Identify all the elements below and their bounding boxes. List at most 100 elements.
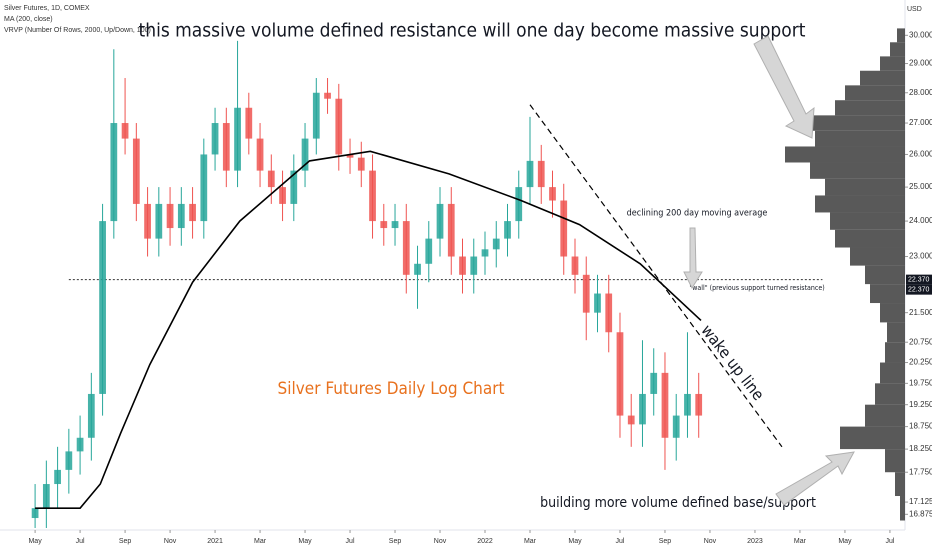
y-tick-label: 18.250: [909, 444, 932, 453]
volume-bar: [825, 178, 905, 196]
volume-bar: [885, 342, 905, 363]
volume-bar: [865, 404, 905, 427]
volume-bar: [785, 146, 905, 163]
candle-body: [616, 332, 624, 416]
candle-body: [661, 372, 669, 438]
price-label: 22.370: [908, 276, 930, 283]
candle-body: [267, 170, 275, 188]
legend-line: MA (200, close): [4, 16, 53, 23]
candle-body: [560, 200, 568, 257]
volume-bar: [895, 472, 905, 497]
candle-body: [627, 415, 635, 425]
candle-body: [312, 92, 320, 139]
candle-body: [549, 187, 556, 201]
candle-body: [31, 508, 39, 519]
candle-body: [166, 203, 174, 229]
candle-body: [177, 203, 185, 229]
candle-body: [391, 221, 399, 229]
candle-body: [279, 187, 286, 204]
volume-bar: [885, 449, 905, 473]
candle-body: [245, 107, 253, 139]
candle-body: [515, 187, 523, 222]
y-tick-label: 30.000: [909, 30, 932, 39]
legend-line: Silver Futures, 1D, COMEX: [4, 5, 90, 12]
candle-body: [380, 221, 388, 229]
annotation: this massive volume defined resistance w…: [139, 20, 806, 42]
y-tick-label: 20.250: [909, 358, 932, 367]
x-tick-label: Jul: [346, 538, 355, 545]
x-tick-label: Jul: [76, 538, 85, 545]
candle-body: [605, 293, 613, 333]
volume-bar: [900, 496, 905, 521]
candle-body: [684, 393, 691, 416]
candle-body: [290, 170, 298, 204]
arrow: [683, 227, 703, 290]
x-tick-label: Sep: [659, 538, 672, 545]
volume-bar: [835, 229, 905, 248]
volume-bar: [850, 247, 905, 266]
annotation: building more volume defined base/suppor…: [540, 495, 816, 511]
candle-body: [132, 138, 140, 204]
volume-bar: [870, 284, 905, 304]
volume-bar: [815, 195, 905, 213]
volume-bar: [880, 362, 905, 384]
volume-bar: [880, 56, 905, 71]
x-tick-label: Mar: [254, 538, 267, 545]
candle-body: [650, 372, 658, 394]
candle-body: [639, 393, 646, 425]
x-tick-label: Mar: [794, 538, 807, 545]
y-tick-label: 18.750: [909, 422, 932, 431]
candle-body: [504, 221, 511, 239]
x-tick-label: Mar: [524, 538, 537, 545]
y-tick-label: 28.000: [909, 88, 932, 97]
candle-body: [222, 123, 230, 171]
candle-body: [571, 256, 579, 275]
annotation: "wall" (previous support turned resistan…: [689, 284, 824, 292]
y-tick-label: 27.000: [909, 118, 932, 127]
y-tick-label: 23.000: [909, 252, 932, 261]
candle-body: [324, 92, 331, 99]
x-tick-label: Sep: [389, 538, 402, 545]
arrow: [753, 35, 815, 139]
candle-body: [346, 154, 354, 158]
volume-bar: [880, 303, 905, 323]
candle-body: [582, 274, 590, 313]
candle-body: [492, 238, 500, 250]
x-tick-label: 2023: [747, 538, 763, 545]
price-label-box: [906, 284, 932, 295]
candle-body: [144, 203, 151, 239]
candle-body: [470, 256, 478, 275]
volume-bar: [887, 322, 905, 343]
x-tick-label: Nov: [164, 538, 177, 545]
y-tick-label: 24.000: [909, 216, 932, 225]
legend-line: VRVP (Number Of Rows, 2000, Up/Down, 100…: [4, 27, 151, 34]
candle-body: [369, 170, 376, 222]
candle-body: [695, 393, 703, 416]
price-label-box: [906, 274, 932, 285]
y-tick-label: 20.750: [909, 337, 932, 346]
volume-bar: [890, 42, 905, 57]
volume-bar: [810, 162, 905, 179]
candle-body: [155, 203, 163, 239]
y-tick-label: 19.750: [909, 378, 932, 387]
plot-area: [31, 28, 905, 528]
candle-body: [87, 393, 95, 438]
annotation: declining 200 day moving average: [627, 209, 768, 219]
candle-body: [447, 203, 455, 257]
x-tick-label: May: [298, 538, 312, 545]
candle-body: [594, 293, 601, 313]
candle-body: [211, 123, 219, 155]
arrow: [775, 451, 855, 506]
candle-body: [436, 203, 444, 239]
x-tick-label: May: [568, 538, 582, 545]
candle-body: [414, 263, 421, 275]
y-tick-label: 17.750: [909, 467, 932, 476]
x-tick-label: May: [838, 538, 852, 545]
candle-body: [425, 238, 433, 264]
y-tick-label: 26.000: [909, 150, 932, 159]
x-tick-label: Nov: [434, 538, 447, 545]
y-tick-label: 19.250: [909, 400, 932, 409]
x-tick-label: Nov: [704, 538, 717, 545]
candle-body: [537, 160, 545, 188]
